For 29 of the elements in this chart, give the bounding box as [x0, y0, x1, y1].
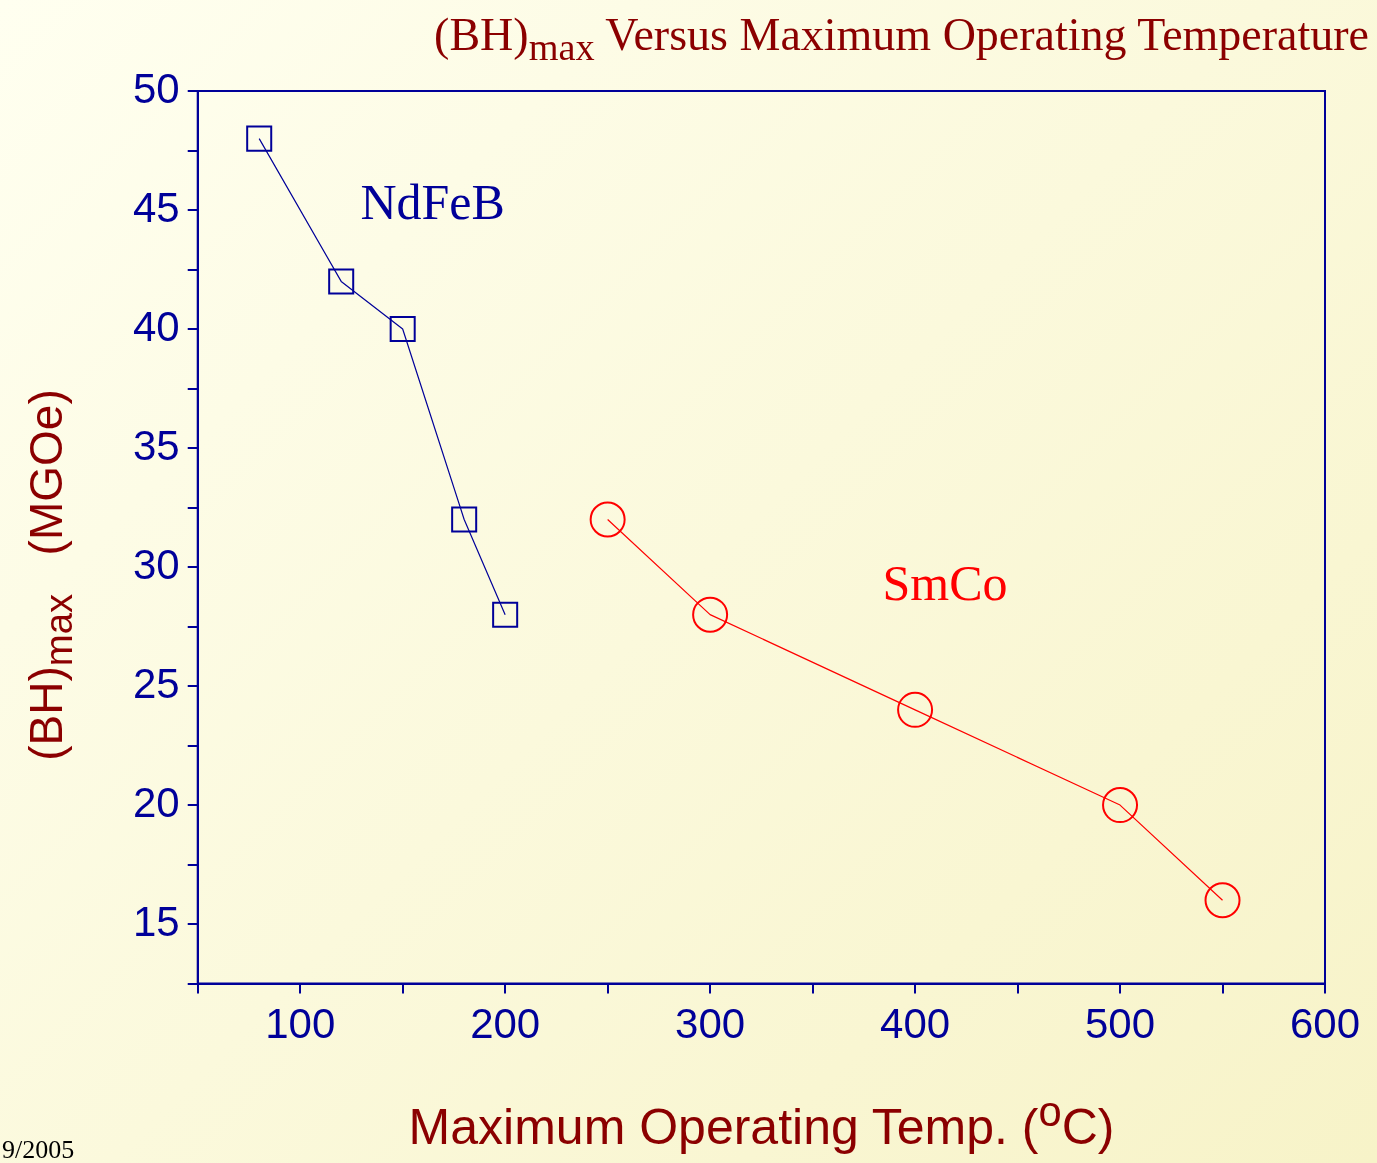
x-tick-label: 200	[470, 1000, 541, 1048]
x-tick-label: 300	[675, 1000, 746, 1048]
y-tick-label: 45	[133, 183, 180, 231]
chart-title: (BH)$_{max}$ Versus Maximum Operating Temperature	[434, 9, 1369, 69]
y-tick-label: 15	[133, 897, 180, 945]
point	[692, 596, 729, 633]
point	[246, 125, 273, 152]
x-tick-label: 600	[1289, 1000, 1361, 1048]
series-label: NdFeB	[360, 174, 505, 231]
point	[389, 316, 416, 343]
x-tick-label: 400	[880, 1000, 951, 1048]
point	[451, 506, 478, 533]
point	[492, 601, 519, 628]
point	[897, 691, 934, 728]
point	[328, 268, 355, 295]
x-axis-title: Maximum Operating Temp. ($^{o}$C)	[407, 1088, 1116, 1156]
y-tick-label: 25	[133, 659, 180, 707]
point	[589, 501, 626, 538]
y-tick-label: 35	[133, 421, 180, 469]
x-tick-label: 100	[265, 1000, 336, 1048]
y-tick-label: 40	[133, 302, 180, 350]
point	[1102, 787, 1139, 824]
y-tick-label: 30	[133, 540, 180, 588]
point	[1204, 882, 1241, 919]
text: 9/2005	[2, 1135, 75, 1163]
y-tick-label: 20	[133, 778, 180, 826]
x-tick-label: 500	[1085, 1000, 1156, 1048]
series-label: SmCo	[882, 554, 1008, 611]
y-tick-label: 50	[133, 64, 180, 112]
